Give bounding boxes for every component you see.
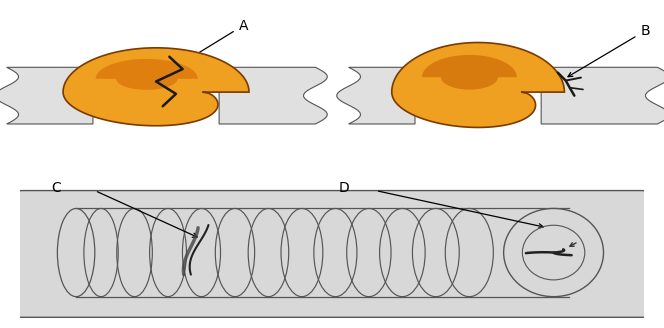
Text: C: C bbox=[51, 181, 61, 195]
Polygon shape bbox=[0, 67, 93, 124]
Text: B: B bbox=[641, 24, 650, 38]
Ellipse shape bbox=[503, 209, 604, 297]
Polygon shape bbox=[96, 59, 198, 90]
Text: D: D bbox=[338, 181, 349, 195]
Polygon shape bbox=[219, 67, 327, 124]
Polygon shape bbox=[337, 67, 415, 124]
Polygon shape bbox=[63, 48, 249, 126]
FancyBboxPatch shape bbox=[17, 191, 647, 317]
Polygon shape bbox=[422, 55, 517, 90]
Text: A: A bbox=[239, 19, 248, 33]
Polygon shape bbox=[541, 67, 664, 124]
Polygon shape bbox=[392, 43, 564, 128]
